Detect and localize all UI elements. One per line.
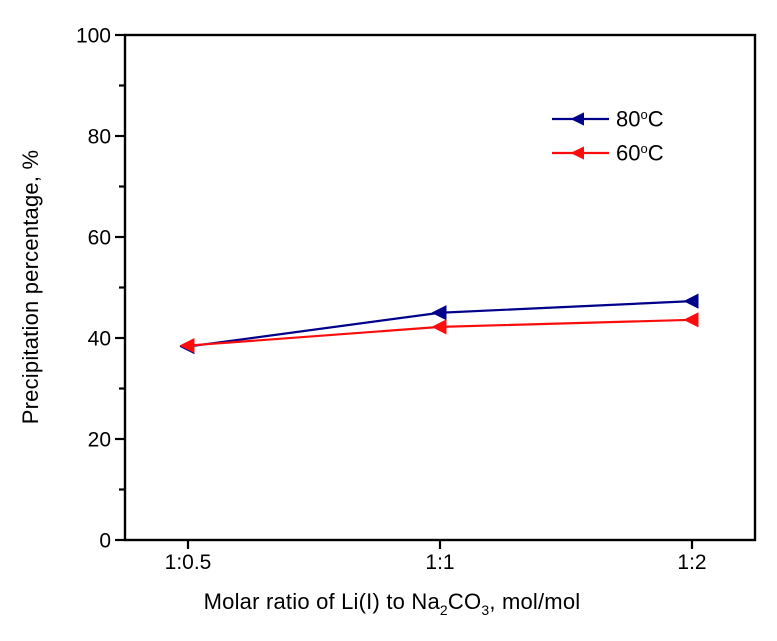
svg-text:1:0.5: 1:0.5 xyxy=(165,551,212,574)
legend-label-60c-value: 60 xyxy=(616,140,641,166)
legend-label-80c: 80oC xyxy=(616,107,664,130)
legend-label-80c-value: 80 xyxy=(616,106,641,132)
svg-text:80: 80 xyxy=(88,126,111,149)
svg-text:1:1: 1:1 xyxy=(425,551,454,574)
legend: 80oC 60oC xyxy=(552,102,664,170)
legend-label-60c: 60oC xyxy=(616,141,664,164)
svg-text:60: 60 xyxy=(88,227,111,250)
x-axis-title-text: Molar ratio of Li(I) to Na xyxy=(203,589,440,614)
svg-text:20: 20 xyxy=(88,429,111,452)
legend-item-80c: 80oC xyxy=(552,102,664,136)
x-axis-title-subscript: 2 xyxy=(439,602,448,618)
x-axis-title-subscript: 3 xyxy=(481,602,490,618)
svg-text:40: 40 xyxy=(88,328,111,351)
legend-marker-icon-60c xyxy=(552,146,609,160)
y-axis-title: Precipitation percentage, % xyxy=(18,149,43,425)
x-axis-title-text: CO xyxy=(447,589,482,614)
legend-label-60c-unit: C xyxy=(647,140,664,166)
legend-item-60c: 60oC xyxy=(552,136,664,170)
legend-marker-icon-80c xyxy=(552,112,609,126)
legend-label-80c-degree: o xyxy=(640,107,648,123)
legend-label-60c-degree: o xyxy=(640,141,648,157)
svg-text:0: 0 xyxy=(99,530,111,553)
svg-text:100: 100 xyxy=(76,25,111,48)
x-axis-title-text: , mol/mol xyxy=(489,589,581,614)
x-axis-title: Molar ratio of Li(I) to Na2CO3, mol/mol xyxy=(203,589,581,618)
svg-text:1:2: 1:2 xyxy=(677,551,706,574)
legend-label-80c-unit: C xyxy=(647,106,664,132)
